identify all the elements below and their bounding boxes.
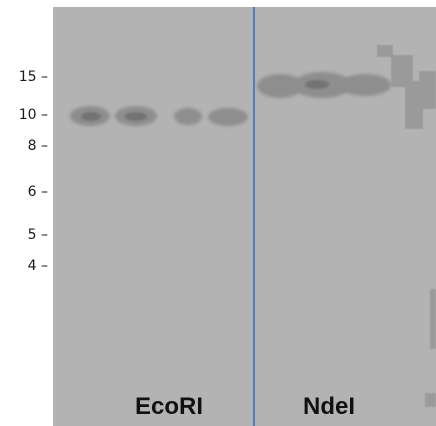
ndei-smear-c <box>419 71 436 109</box>
ecori-band-2-core <box>125 112 147 121</box>
ndei-band-3 <box>339 74 391 96</box>
blot-membrane <box>53 7 436 426</box>
lane-label-ecori: EcoRI <box>135 393 204 420</box>
ndei-smear-top <box>377 45 393 57</box>
marker-label-15: 15 – <box>18 69 48 85</box>
lane-divider <box>253 7 255 426</box>
ndei-smear-d <box>430 289 436 349</box>
marker-label-5: 5 – <box>27 227 48 243</box>
lane-label-ndei: NdeI <box>303 393 356 420</box>
ndei-smear-e <box>425 393 436 407</box>
marker-label-4: 4 – <box>27 258 48 274</box>
ecori-band-4 <box>208 108 248 126</box>
ecori-band-1-core <box>81 112 101 121</box>
marker-label-6: 6 – <box>27 184 48 200</box>
marker-label-10: 10 – <box>18 107 48 123</box>
ndei-smear-a <box>391 55 413 87</box>
ndei-smear-b <box>405 81 423 129</box>
ecori-band-3 <box>174 108 202 125</box>
ndei-band-2-core <box>305 80 329 89</box>
marker-label-8: 8 – <box>27 138 48 154</box>
